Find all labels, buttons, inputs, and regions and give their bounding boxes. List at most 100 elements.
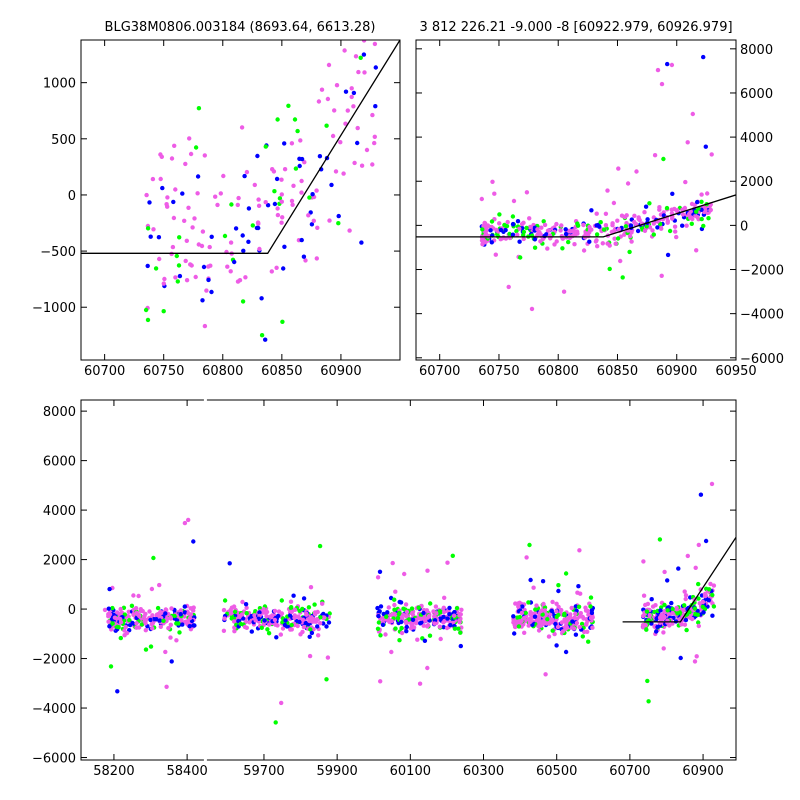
data-point-blue xyxy=(645,217,650,222)
data-point-green xyxy=(327,611,332,616)
data-point-blue xyxy=(570,619,575,624)
data-point-green xyxy=(576,604,582,609)
data-point-magenta xyxy=(527,224,533,230)
data-point-magenta xyxy=(334,83,340,88)
data-point-magenta xyxy=(610,221,615,226)
data-point-blue xyxy=(148,617,153,623)
data-point-green xyxy=(193,145,199,150)
data-point-blue xyxy=(376,613,381,619)
y-tick-label: 0 xyxy=(740,219,748,234)
data-point-magenta xyxy=(314,256,319,261)
data-point-magenta xyxy=(273,622,278,627)
data-point-magenta xyxy=(244,605,249,610)
data-point-green xyxy=(607,266,612,272)
data-point-magenta xyxy=(559,620,564,625)
data-point-blue xyxy=(169,659,174,664)
data-point-magenta xyxy=(308,585,314,590)
y-tick-label: −2000 xyxy=(32,653,76,668)
y-tick-label: −6000 xyxy=(32,752,76,767)
data-point-magenta xyxy=(594,238,599,243)
x-tick-label: 59700 xyxy=(243,764,284,779)
data-point-magenta xyxy=(142,614,147,619)
data-point-blue xyxy=(282,244,287,249)
data-point-magenta xyxy=(264,614,269,619)
data-point-magenta xyxy=(685,140,690,145)
data-point-blue xyxy=(680,223,685,228)
data-point-magenta xyxy=(150,176,156,182)
data-point-blue xyxy=(589,610,595,616)
data-point-blue xyxy=(107,624,112,629)
scatter-points xyxy=(102,481,717,725)
data-point-magenta xyxy=(298,138,303,143)
data-point-green xyxy=(480,227,485,232)
data-point-green xyxy=(562,611,567,616)
data-point-magenta xyxy=(370,162,375,167)
data-point-magenta xyxy=(603,223,609,228)
data-point-magenta xyxy=(519,221,525,227)
data-point-green xyxy=(541,219,546,224)
data-point-magenta xyxy=(651,221,656,226)
data-point-green xyxy=(139,622,145,627)
data-point-magenta xyxy=(667,623,672,628)
data-point-blue xyxy=(670,191,675,196)
x-tick-label: 60900 xyxy=(320,364,361,379)
data-point-magenta xyxy=(622,214,628,220)
data-point-magenta xyxy=(338,140,343,145)
data-point-magenta xyxy=(552,631,557,637)
y-tick-label: 4000 xyxy=(43,504,76,519)
data-point-blue xyxy=(307,634,312,639)
data-point-magenta xyxy=(299,190,304,195)
data-point-magenta xyxy=(188,151,194,157)
data-point-magenta xyxy=(213,194,218,199)
data-point-magenta xyxy=(269,269,274,274)
data-point-magenta xyxy=(613,241,618,246)
data-point-blue xyxy=(706,598,711,603)
panel-top-left-plot-area xyxy=(81,40,400,342)
data-point-magenta xyxy=(301,624,307,630)
data-point-blue xyxy=(324,624,329,629)
data-point-blue xyxy=(399,619,404,625)
data-point-magenta xyxy=(554,609,559,614)
data-point-green xyxy=(174,253,179,259)
data-point-blue xyxy=(703,144,708,149)
data-point-blue xyxy=(421,610,426,616)
data-point-green xyxy=(523,610,528,616)
data-point-magenta xyxy=(690,616,695,622)
data-point-magenta xyxy=(288,627,293,632)
data-point-magenta xyxy=(682,622,688,627)
data-point-magenta xyxy=(616,166,621,171)
data-point-magenta xyxy=(615,218,620,223)
data-point-magenta xyxy=(182,520,188,526)
data-point-green xyxy=(682,603,687,608)
data-point-magenta xyxy=(225,264,230,269)
data-point-magenta xyxy=(481,238,487,243)
data-point-magenta xyxy=(559,223,564,228)
data-point-magenta xyxy=(343,121,348,126)
data-point-green xyxy=(428,601,433,606)
data-point-green xyxy=(661,156,666,162)
data-point-magenta xyxy=(683,179,688,185)
data-point-magenta xyxy=(577,548,582,553)
data-point-green xyxy=(514,228,519,234)
data-point-magenta xyxy=(136,625,142,630)
data-point-magenta xyxy=(240,599,245,605)
data-point-green xyxy=(532,245,538,250)
data-point-blue xyxy=(303,620,308,626)
data-point-magenta xyxy=(274,265,279,270)
data-point-magenta xyxy=(534,603,539,608)
data-point-blue xyxy=(698,492,704,497)
data-point-magenta xyxy=(187,136,192,141)
data-point-green xyxy=(229,202,234,207)
data-point-magenta xyxy=(126,609,131,614)
data-point-magenta xyxy=(330,133,336,139)
data-point-magenta xyxy=(542,222,548,228)
data-point-blue xyxy=(163,611,168,616)
data-point-magenta xyxy=(700,599,706,605)
data-point-magenta xyxy=(684,223,689,228)
data-point-magenta xyxy=(433,604,439,609)
data-point-magenta xyxy=(221,173,226,179)
data-point-magenta xyxy=(414,617,419,622)
data-point-magenta xyxy=(603,211,609,216)
data-point-green xyxy=(647,201,652,206)
